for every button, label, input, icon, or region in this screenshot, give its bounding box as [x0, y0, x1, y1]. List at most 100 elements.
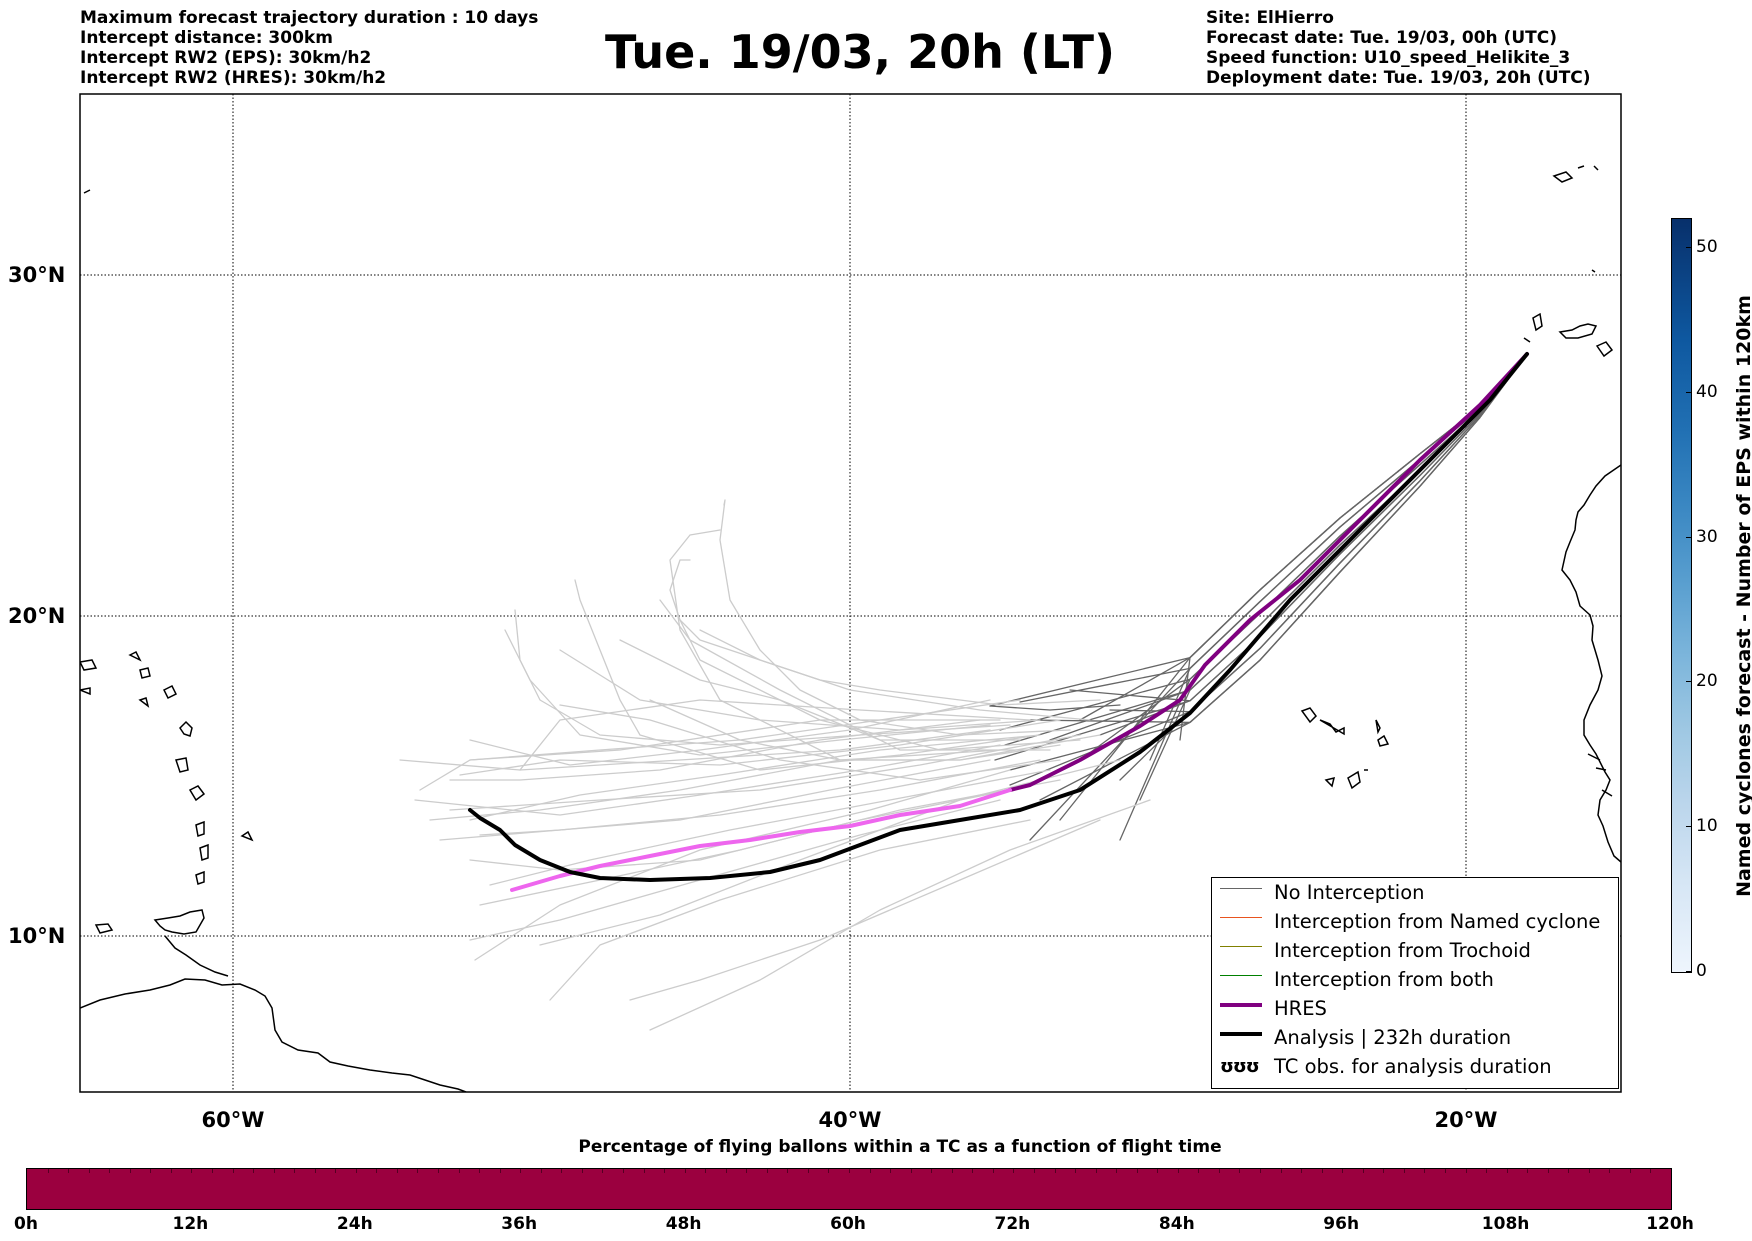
map-gridlines [80, 94, 1621, 1092]
strip-minor-tick [725, 1169, 727, 1173]
strip-minor-tick [849, 1169, 850, 1173]
strip-tick-label: 36h [501, 1214, 538, 1234]
cyclone-icon: ʊʊʊ [1220, 1056, 1260, 1077]
eps-trajectory-far [429, 749, 1001, 821]
strip-minor-tick [355, 1169, 357, 1173]
strip-tick-label: 24h [336, 1214, 373, 1234]
strip-minor-tick [294, 1169, 296, 1173]
strip-minor-tick [1629, 1169, 1631, 1173]
strip-minor-tick [1506, 1169, 1508, 1173]
strip-minor-tick [109, 1169, 111, 1173]
azores-islet [83, 189, 1596, 273]
strip-minor-tick [1301, 1169, 1303, 1173]
legend-label: No Interception [1274, 881, 1425, 904]
strip-tick-label: 120h [1646, 1214, 1694, 1234]
strip-minor-tick [1342, 1169, 1344, 1173]
eps-trajectory-far [469, 734, 1041, 821]
strip-minor-tick [540, 1169, 542, 1173]
eps-trajectory-far [669, 529, 1061, 761]
strip-minor-tick [1136, 1169, 1138, 1173]
strip-minor-tick [1362, 1169, 1364, 1173]
eps-trajectory-near [1029, 353, 1528, 724]
hres-trajectory [510, 352, 1529, 892]
eps-trajectory-far [469, 789, 1011, 871]
legend-swatch [1220, 888, 1262, 889]
eps-trajectory-far [449, 734, 1081, 811]
strip-minor-tick [520, 1169, 522, 1173]
strip-minor-tick [88, 1169, 90, 1173]
strip-minor-tick [1424, 1169, 1426, 1173]
analysis-trajectory-line [468, 352, 1529, 882]
legend-label: Analysis | 232h duration [1274, 1026, 1512, 1049]
header-right-line: Forecast date: Tue. 19/03, 00h (UTC) [1206, 28, 1557, 48]
strip-tick-label: 60h [830, 1214, 866, 1234]
strip-minor-tick [766, 1169, 768, 1173]
colorbar-tick-label: 50 [1696, 236, 1718, 257]
strip-minor-tick [1547, 1169, 1549, 1173]
strip-minor-tick [314, 1169, 316, 1173]
strip-minor-tick [1095, 1169, 1097, 1173]
strip-minor-tick [1177, 1169, 1179, 1173]
strip-minor-tick [992, 1169, 994, 1173]
eps-trajectory-far [699, 629, 1091, 721]
strip-tick-label: 96h [1323, 1214, 1360, 1234]
flight-time-strip [26, 1168, 1672, 1210]
tobago-coast [153, 909, 205, 935]
strip-minor-tick [1280, 1169, 1282, 1173]
colorbar-tick-label: 10 [1696, 816, 1718, 837]
strip-minor-tick [1198, 1169, 1200, 1173]
strip-minor-tick [561, 1169, 563, 1173]
eps-trajectory-far [539, 759, 1121, 946]
west-africa-coast [1561, 464, 1621, 863]
legend-swatch [1220, 1032, 1262, 1036]
strip-minor-tick [1568, 1169, 1570, 1173]
madeira-coast [1552, 165, 1599, 183]
strip-minor-tick [890, 1169, 892, 1173]
strip-minor-tick [622, 1169, 624, 1173]
lon-label-60w: 60°W [201, 1108, 265, 1132]
eps-trajectory-far [439, 759, 1041, 841]
lon-label-20w: 20°W [1434, 1108, 1498, 1132]
lat-label-10n: 10°N [8, 924, 66, 948]
strip-minor-tick [417, 1169, 419, 1173]
hres-trajectory-near [1008, 352, 1529, 792]
strip-minor-tick [684, 1169, 686, 1173]
header-right-line: Speed function: U10_speed_Helikite_3 [1206, 48, 1571, 68]
strip-minor-tick [1465, 1169, 1467, 1173]
eps-trajectory-far [449, 719, 981, 781]
strip-minor-tick [1033, 1169, 1035, 1173]
strip-minor-tick [150, 1169, 152, 1173]
header-left-line: Intercept RW2 (EPS): 30km/h2 [80, 48, 372, 68]
strip-minor-tick [479, 1169, 481, 1173]
strip-minor-tick [828, 1169, 830, 1173]
colorbar [1671, 218, 1692, 973]
legend-label: TC obs. for analysis duration [1274, 1055, 1552, 1078]
colorbar-tickmark [1686, 391, 1691, 393]
header-right-line: Site: ElHierro [1206, 8, 1334, 28]
eps-trajectory-far [669, 559, 1101, 706]
strip-tick-label: 12h [172, 1214, 209, 1234]
strip-minor-tick [47, 1169, 49, 1173]
lat-label-20n: 20°N [8, 604, 66, 628]
eps-trajectory-far [504, 629, 991, 756]
map-legend: No Interception Interception from Named … [1211, 877, 1619, 1089]
colorbar-tickmark [1686, 826, 1691, 828]
strip-minor-tick [1321, 1169, 1323, 1173]
strip-minor-tick [232, 1169, 234, 1173]
strip-minor-tick [869, 1169, 871, 1173]
strip-minor-tick [129, 1169, 131, 1173]
header-right-line: Deployment date: Tue. 19/03, 20h (UTC) [1206, 68, 1591, 88]
colorbar-tickmark [1686, 536, 1691, 538]
strip-minor-tick [191, 1169, 193, 1173]
trinidad-coast [94, 923, 114, 934]
legend-item-tc-obs: ʊʊʊ TC obs. for analysis duration [1212, 1052, 1618, 1081]
header-right-info: Site: ElHierro Forecast date: Tue. 19/03… [1206, 8, 1591, 88]
strip-minor-tick [1650, 1169, 1652, 1173]
strip-minor-tick [664, 1169, 666, 1173]
lesser-antilles-coast [80, 650, 209, 885]
eps-trajectory-near [989, 704, 1121, 711]
strip-minor-tick [396, 1169, 398, 1173]
legend-label: Interception from Named cyclone [1274, 910, 1601, 933]
strip-minor-tick [499, 1169, 501, 1173]
strip-minor-tick [807, 1169, 809, 1173]
